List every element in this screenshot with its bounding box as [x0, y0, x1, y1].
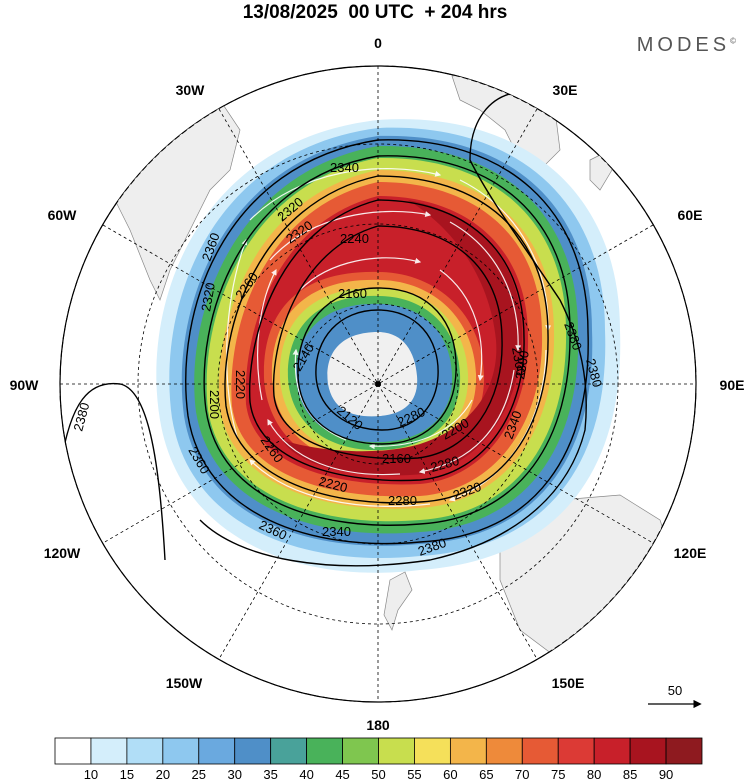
- colorbar-tick-label: 25: [192, 767, 206, 782]
- colorbar-tick-label: 80: [587, 767, 601, 782]
- contour-label: 2280: [429, 453, 461, 475]
- colorbar-swatch: [90, 737, 128, 765]
- colorbar-swatch: [306, 737, 343, 765]
- contour-label: 2380: [583, 357, 605, 389]
- colorbar-tick-label: 90: [659, 767, 673, 782]
- colorbar-swatch: [665, 737, 703, 765]
- contour-label: 2300: [509, 346, 529, 377]
- colorbar-tick-label: 45: [335, 767, 349, 782]
- colorbar-swatch: [485, 737, 523, 765]
- lon-label-90e: 90E: [720, 377, 745, 393]
- lon-label-90w: 90W: [10, 377, 40, 393]
- lon-label-60w: 60W: [48, 207, 78, 223]
- colorbar-tick-label: 60: [443, 767, 457, 782]
- colorbar-swatch: [557, 737, 595, 765]
- land-new-zealand: [383, 571, 413, 631]
- lon-label-60e: 60E: [678, 207, 703, 223]
- contour-label: 2340: [330, 160, 359, 175]
- copyright-mark: ©: [730, 36, 736, 46]
- colorbar-tick-label: 50: [371, 767, 385, 782]
- lon-label-150e: 150E: [552, 675, 585, 691]
- south-pole-marker: [375, 381, 381, 387]
- contour-label: 2280: [388, 493, 417, 508]
- colorbar-swatch: [342, 737, 379, 765]
- colorbar-swatch: [198, 737, 236, 765]
- lon-label-150w: 150W: [166, 675, 203, 691]
- colorbar-tick-label: 35: [263, 767, 277, 782]
- longitude-labels: 0 30E 60E 90E 120E 150E 180 150W 120W 90…: [10, 35, 745, 733]
- colorbar-tick-label: 15: [120, 767, 134, 782]
- contour-label: 2320: [198, 281, 218, 312]
- colorbar-swatch: [270, 737, 308, 765]
- map-title: 13/08/2025 00 UTC + 204 hrs: [242, 2, 508, 23]
- lon-label-120e: 120E: [674, 545, 707, 561]
- colorbar-tick-label: 85: [623, 767, 637, 782]
- colorbar-swatch: [126, 737, 164, 765]
- colorbar-swatch: [162, 737, 200, 765]
- contour-label: 2160: [382, 451, 411, 466]
- contour-label: 2340: [322, 524, 351, 539]
- contour-label: 2240: [340, 231, 369, 246]
- colorbar-tick-label: 55: [407, 767, 421, 782]
- contour-label: 2300: [512, 349, 532, 380]
- contour-label: 2160: [338, 286, 367, 301]
- contour-label: 2200: [207, 390, 222, 419]
- lon-label-30e: 30E: [553, 82, 578, 98]
- colorbar-tick-label: 20: [156, 767, 170, 782]
- colorbar-swatch: [234, 737, 272, 765]
- colorbar-tick-label: 75: [551, 767, 565, 782]
- lon-label-0: 0: [374, 35, 382, 51]
- colorbar-tick-label: 10: [84, 767, 98, 782]
- colorbar-swatch: [378, 737, 415, 765]
- colorbar-swatch: [521, 737, 559, 765]
- brand-text: MODES: [636, 34, 731, 56]
- colorbar-tick-label: 30: [227, 767, 241, 782]
- colorbar-swatch: [629, 737, 667, 765]
- colorbar-tick-label: 40: [299, 767, 313, 782]
- contour-label: 2220: [317, 473, 349, 495]
- colorbar-swatch: [593, 737, 631, 765]
- lon-label-180: 180: [366, 717, 390, 733]
- colorbar: 10 15 20 25 30 35 40 45 50 55 60 65 70 75 80 85 90: [54, 737, 703, 782]
- brand-logo: MODES©: [637, 34, 736, 57]
- lon-label-120w: 120W: [44, 545, 81, 561]
- colorbar-tick-label: 70: [515, 767, 529, 782]
- colorbar-swatch: [449, 737, 487, 765]
- contour-label: 2380: [70, 401, 92, 433]
- wind-streamlines: [226, 168, 552, 507]
- lon-label-30w: 30W: [176, 82, 206, 98]
- wind-reference-vector: 50: [648, 683, 702, 709]
- map-boundary: [59, 65, 697, 703]
- contour-labels: 2340 2320 2240 2160 2140 2120 2160 2200 …: [70, 160, 605, 559]
- contour-label: 2220: [233, 370, 248, 399]
- colorbar-swatch: [54, 737, 92, 765]
- colorbar-swatch: [414, 737, 451, 765]
- wind-reference-label: 50: [668, 683, 682, 698]
- colorbar-tick-label: 65: [479, 767, 493, 782]
- height-contours: [60, 91, 589, 567]
